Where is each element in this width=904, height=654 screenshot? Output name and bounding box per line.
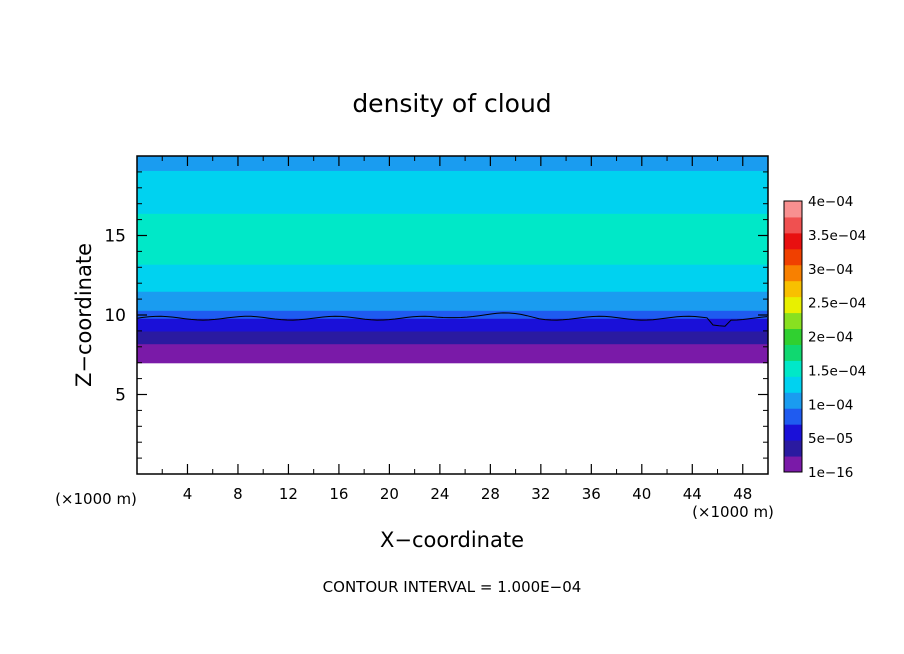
colorbar-label: 2.5e−04 [808,296,866,312]
density-band [137,264,768,280]
colorbar-swatch [784,440,802,457]
colorbar-swatch [784,232,802,250]
plot-area [137,156,768,474]
x-axis-label: X−coordinate [380,528,524,552]
density-band [137,291,768,303]
density-band [137,156,768,171]
colorbar-swatch [784,248,802,266]
y-tick-label: 15 [104,227,126,247]
y-axis: 5 10 15 [104,171,768,459]
colorbar-label: 3e−04 [808,262,853,278]
density-band [137,170,768,186]
contour-line-1e-4 [136,312,768,327]
y-tick-label: 10 [104,306,126,326]
density-band [137,278,768,292]
colorbar-swatch [784,456,802,473]
colorbar-swatch [784,424,802,441]
colorbar-label: 4e−04 [808,194,853,210]
x-tick-label: 40 [632,485,651,503]
density-band [137,349,768,357]
x-tick-label: 32 [531,485,550,503]
x-tick-label: 20 [380,485,399,503]
x-tick-label: 4 [183,485,193,503]
density-band [137,356,768,364]
x-tick-label: 24 [430,485,449,503]
density-band [137,318,768,326]
colorbar-swatch [784,264,802,282]
colorbar-label: 1.5e−04 [808,363,866,379]
colorbar-frame [783,200,803,473]
density-band [137,330,768,338]
density-band [137,184,768,202]
density-band [137,200,768,214]
colorbar-swatch [784,360,802,377]
chart-title: density of cloud [352,89,551,118]
colorbar-swatch [784,280,802,298]
contour-interval-note: CONTOUR INTERVAL = 1.000E−04 [323,578,582,596]
y-tick-label: 5 [115,386,126,406]
density-band [137,337,768,345]
x-tick-label: 44 [683,485,702,503]
colorbar-swatch [784,312,802,330]
colorbar-swatch [784,392,802,409]
x-unit-label-right: (×1000 m) [692,503,774,521]
colorbar-swatch [784,216,802,234]
x-tick-label: 12 [279,485,298,503]
colorbar-label: 2e−04 [808,330,853,346]
colorbar-label: 1e−16 [808,465,853,481]
colorbar-swatch [784,408,802,425]
colorbar-swatch [784,344,802,361]
density-band [137,343,768,351]
colorbar-label: 5e−05 [808,431,853,447]
colorbar-label: 3.5e−04 [808,228,866,244]
density-band [137,324,768,332]
x-tick-label: 36 [582,485,601,503]
x-tick-label: 28 [481,485,500,503]
x-tick-label: 16 [329,485,348,503]
density-band [137,213,768,265]
y-axis-label: Z−coordinate [72,243,96,387]
x-tick-label: 8 [233,485,243,503]
density-band [137,310,768,319]
colorbar-swatch [784,328,802,345]
x-tick-label: 48 [733,485,752,503]
colorbar-label: 1e−04 [808,397,853,413]
colorbar-swatch [784,201,802,218]
x-unit-label: (×1000 m) [55,490,137,508]
colorbar: 1e−16 5e−05 1e−04 1.5e−04 2e−04 2.5e−04 3e−04 3… [783,194,866,481]
colorbar-swatch [784,296,802,314]
colorbar-swatch [784,376,802,393]
density-band [137,302,768,311]
x-axis: 4 8 12 16 20 24 28 32 36 40 44 48 [161,156,752,503]
